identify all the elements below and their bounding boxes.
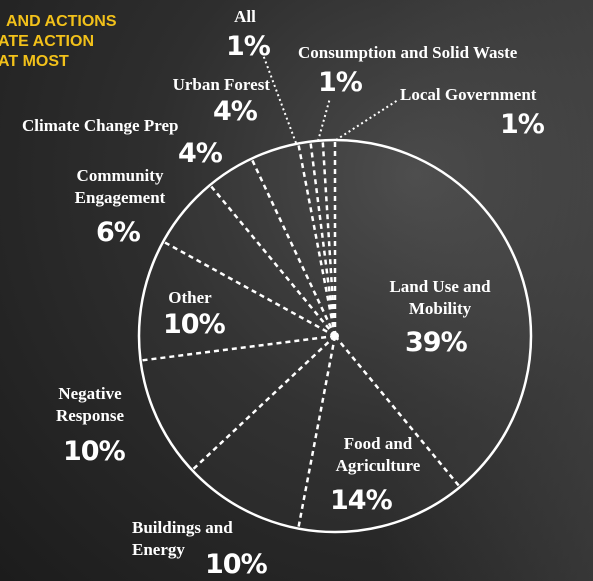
slice-label: Urban Forest xyxy=(172,75,270,94)
slice-label: Food and Agriculture xyxy=(335,434,421,475)
pie-outline xyxy=(137,138,533,534)
title-line: AND ACTIONS xyxy=(6,13,117,30)
photo-shade xyxy=(380,0,593,581)
slice-label: Negative Response xyxy=(55,384,124,425)
slice-label: Land Use and Mobility xyxy=(389,277,491,318)
value-label: 4% xyxy=(213,96,258,127)
center-dot xyxy=(331,332,339,340)
slice-divider xyxy=(191,335,336,472)
value-label: 10% xyxy=(63,436,126,467)
value-label: 4% xyxy=(178,138,223,169)
slice-divider xyxy=(297,335,337,529)
value-label: 1% xyxy=(318,67,363,98)
value-label: 6% xyxy=(96,217,141,248)
leader-line xyxy=(335,99,399,141)
slice-divider xyxy=(140,334,336,362)
slice-label: Buildings and Energy xyxy=(132,518,233,559)
slice-label: Consumption and Solid Waste xyxy=(298,43,518,62)
value-label: 1% xyxy=(500,109,545,140)
value-label: 39% xyxy=(405,327,468,358)
slice-label: Climate Change Prep xyxy=(22,116,179,135)
slice-divider xyxy=(321,140,337,337)
slice-label: Community Engagement xyxy=(74,166,166,207)
slice-label: All xyxy=(234,7,256,26)
leader-line xyxy=(261,51,297,144)
leader-line xyxy=(317,97,331,142)
slice-divider xyxy=(250,158,337,337)
slice-divider xyxy=(309,141,337,337)
slice-label: Other xyxy=(168,288,212,307)
value-label: 10% xyxy=(163,309,226,340)
slice-divider xyxy=(209,184,336,337)
value-label: 1% xyxy=(226,31,271,62)
value-label: 10% xyxy=(205,549,268,580)
slice-divider xyxy=(297,143,337,337)
slice-label: Local Government xyxy=(400,85,537,104)
title-line: ATE ACTION xyxy=(0,33,94,50)
title-line: AT MOST xyxy=(0,53,69,70)
value-label: 14% xyxy=(330,485,393,516)
slice-divider xyxy=(162,240,336,338)
leader-lines xyxy=(261,51,399,144)
slice-divider xyxy=(334,335,461,488)
